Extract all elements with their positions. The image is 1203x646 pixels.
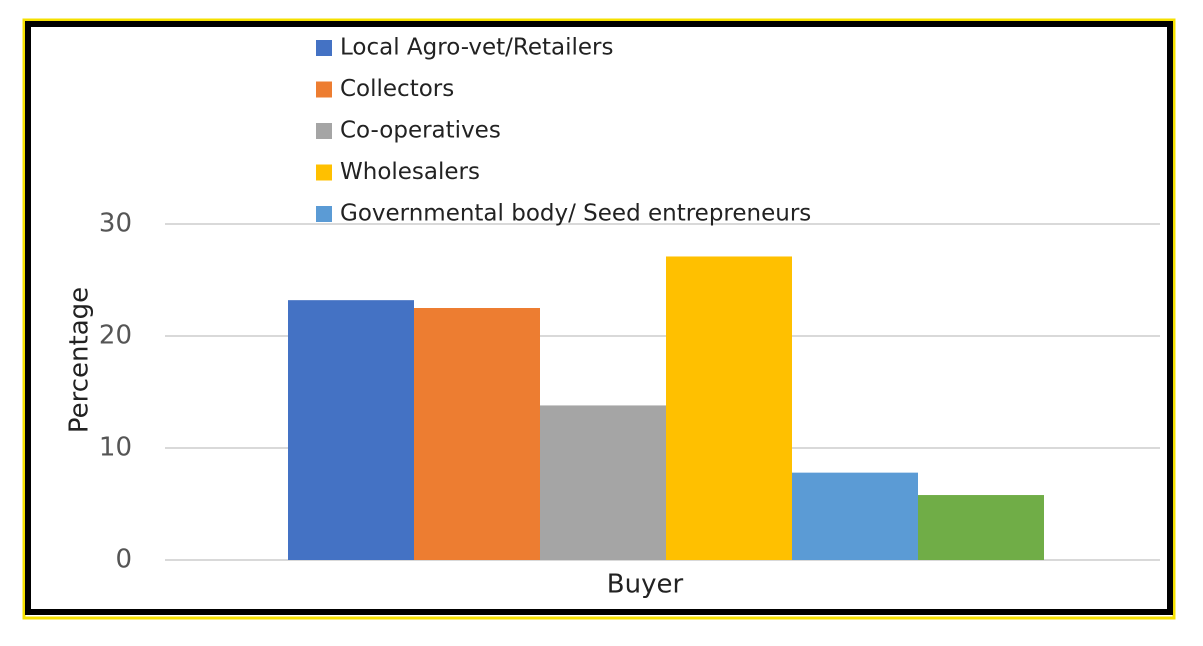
legend-swatch — [316, 206, 332, 222]
bar — [918, 495, 1044, 560]
outer-border — [22, 18, 1176, 620]
legend-label: Governmental body/ Seed entrepreneurs — [340, 201, 811, 227]
bar — [666, 256, 792, 560]
y-tick-label: 10 — [99, 433, 132, 463]
bar — [288, 300, 414, 560]
legend-swatch — [316, 40, 332, 56]
legend-swatch — [316, 164, 332, 181]
y-tick-label: 30 — [99, 209, 132, 239]
y-axis-label: Percentage — [65, 287, 95, 433]
legend-label: Co-operatives — [340, 118, 501, 144]
legend-label: Wholesalers — [340, 159, 480, 185]
bar — [414, 308, 540, 560]
y-tick-label: 20 — [99, 321, 132, 351]
legend-label: Local Agro-vet/Retailers — [340, 35, 614, 61]
y-tick-label: 0 — [115, 545, 132, 575]
x-axis-label: Buyer — [607, 570, 684, 600]
legend-label: Collectors — [340, 76, 454, 102]
legend-swatch — [316, 81, 332, 98]
bar — [540, 405, 666, 560]
legend-swatch — [316, 123, 332, 139]
bar — [792, 472, 918, 560]
